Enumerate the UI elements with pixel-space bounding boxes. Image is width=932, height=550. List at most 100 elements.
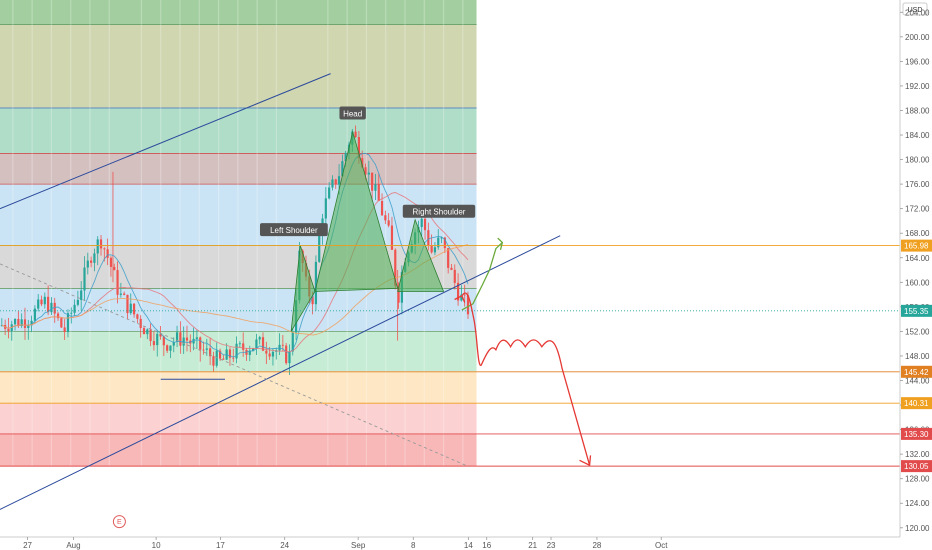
candle-body: [271, 351, 275, 357]
candle-body: [427, 230, 430, 246]
candle-body: [37, 299, 40, 309]
price-tick-label: 160.00: [905, 278, 930, 287]
candle-body: [179, 332, 182, 346]
candle-body: [387, 220, 390, 226]
candle-body: [344, 152, 347, 162]
annotation-box: [402, 204, 476, 218]
price-zones: [0, 0, 477, 467]
bearish-arrowhead: [579, 455, 592, 467]
price-tick-label: 120.00: [905, 524, 930, 533]
candle-body: [384, 215, 387, 221]
candle-body: [268, 353, 271, 357]
candle-body: [175, 332, 179, 342]
candle-body: [152, 341, 156, 346]
candle-body: [195, 337, 198, 339]
price-level-badge: [901, 460, 932, 473]
time-tick-label: 23: [547, 541, 556, 550]
price-level-lines: [0, 245, 900, 467]
candle-body: [430, 245, 433, 253]
price-tick-label: 192.00: [905, 82, 930, 91]
candle-body: [123, 293, 126, 295]
candle-body: [354, 131, 357, 138]
zone-band: [0, 0, 477, 25]
candle-body: [76, 299, 79, 305]
candle-body: [466, 295, 470, 315]
candle-body: [433, 247, 437, 253]
candle-body: [328, 187, 331, 199]
candle-body: [172, 341, 175, 346]
candle-body: [27, 325, 30, 328]
event-marker[interactable]: [112, 515, 126, 529]
candle-body: [281, 344, 284, 346]
zone-band: [0, 24, 477, 109]
price-axis[interactable]: USD120.00124.00128.00132.00136.00140.001…: [899, 0, 932, 550]
candle-body: [205, 348, 208, 350]
time-tick-label: 17: [216, 541, 225, 550]
head-shape: [314, 130, 399, 292]
candle-body: [33, 308, 36, 321]
price-level-label: 145.42: [904, 368, 929, 377]
candle-body: [99, 239, 103, 249]
time-tick-label: Sep: [351, 541, 366, 550]
candle-body: [136, 314, 139, 319]
candle-body: [106, 249, 109, 258]
price-tick-label: 172.00: [905, 205, 930, 214]
moving-average-line: [1, 152, 469, 358]
candle-body: [238, 343, 241, 345]
candle-body: [265, 350, 268, 354]
candle-body: [86, 260, 89, 268]
candle-body: [215, 350, 218, 366]
zone-band: [0, 245, 477, 289]
candle-body: [374, 184, 377, 191]
trendline-lower-channel: [0, 235, 561, 510]
candle-body: [202, 349, 205, 351]
price-tick-label: 132.00: [905, 450, 930, 459]
candle-body: [83, 267, 86, 291]
projection-paths: [454, 237, 592, 467]
candle-body: [109, 257, 113, 267]
candle-body: [460, 294, 463, 301]
candle-body: [222, 358, 225, 360]
price-level-badge: [901, 397, 932, 410]
price-tick-label: 124.00: [905, 499, 930, 508]
time-axis-bg: [0, 537, 900, 550]
price-level-label: 135.30: [904, 430, 929, 439]
candle-body: [423, 218, 427, 231]
annotation-label: Left Shoulder: [270, 226, 318, 235]
candle-body: [129, 303, 132, 314]
candle-body: [132, 303, 136, 315]
time-tick-label: 24: [280, 541, 289, 550]
time-tick-label: 16: [482, 541, 491, 550]
time-tick-label: Oct: [655, 541, 668, 550]
time-tick-label: 28: [592, 541, 601, 550]
candle-body: [70, 312, 73, 314]
zone-band: [0, 331, 477, 372]
candle-body: [63, 327, 66, 333]
zone-band: [0, 403, 477, 434]
time-tick-label: 14: [464, 541, 473, 550]
zone-band: [0, 153, 477, 185]
annotation-box: [259, 223, 328, 237]
candle-body: [30, 320, 33, 326]
candle-body: [291, 332, 294, 352]
candle-body: [285, 345, 288, 364]
candle-body: [23, 319, 27, 328]
candle-body: [43, 296, 46, 305]
candle-body: [116, 270, 119, 295]
candle-body: [450, 267, 453, 270]
candle-body: [17, 319, 20, 327]
candle-body: [453, 269, 456, 283]
candle-body: [66, 313, 70, 333]
price-tick-label: 152.00: [905, 327, 930, 336]
candle-body: [367, 172, 370, 175]
candle-body: [334, 179, 337, 185]
candle-body: [364, 167, 367, 175]
candle-body: [212, 356, 215, 366]
candle-body: [288, 351, 291, 364]
annotation-label: Head: [343, 110, 362, 119]
candle-body: [380, 200, 384, 216]
candle-body: [40, 299, 43, 305]
bearish-projection-path: [461, 292, 591, 466]
time-axis[interactable]: 27 Aug 10 17 24 Sep 8 14 16 21 23 28 Oct E: [0, 515, 900, 550]
